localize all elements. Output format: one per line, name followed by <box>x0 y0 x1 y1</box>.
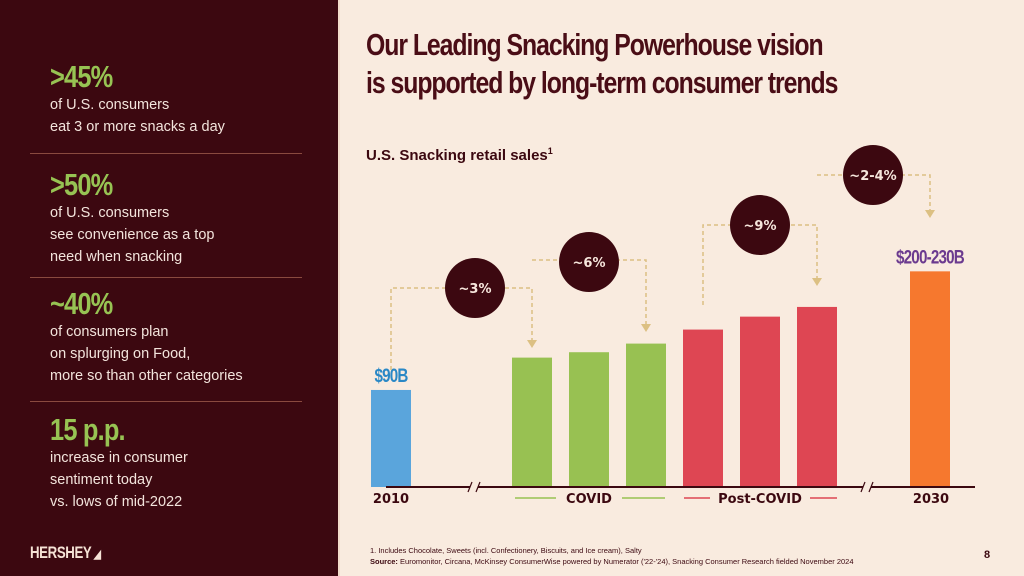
stat-value: 15 p.p. <box>50 412 126 447</box>
x-tick-label: 2030 <box>913 492 949 507</box>
bar-post-covid <box>683 329 723 487</box>
arrowhead-icon <box>925 210 935 218</box>
stat-desc-line: of consumers plan <box>50 324 169 340</box>
arrowhead-icon <box>812 278 822 286</box>
growth-bubble <box>730 195 790 255</box>
bar-value-label: $90B <box>374 364 408 386</box>
x-tick-label: COVID <box>566 492 612 507</box>
axis-break-mark <box>860 481 866 493</box>
divider <box>30 153 302 154</box>
stat-desc-line: sentiment today <box>50 472 153 488</box>
bar-covid <box>512 357 552 487</box>
page-title: Our Leading Snacking Powerhouse vision i… <box>366 26 838 102</box>
divider <box>30 401 302 402</box>
source-label: Source: <box>370 557 398 566</box>
growth-connector <box>390 287 533 370</box>
page-number: 8 <box>984 549 991 561</box>
stat-desc-line: of U.S. consumers <box>50 97 170 113</box>
footnote-1: 1. Includes Chocolate, Sweets (incl. Con… <box>370 546 642 555</box>
axis-break-mark <box>868 481 874 493</box>
growth-rate-label: ~9% <box>744 219 777 234</box>
stat-desc-line: on splurging on Food, <box>50 346 191 362</box>
hershey-logo: HERSHEY ◢ <box>30 543 101 563</box>
footnote-marker: 1 <box>547 146 553 156</box>
x-tick-label: Post-COVID <box>718 492 802 507</box>
axis-break-mark <box>475 481 481 493</box>
bar-post-covid <box>740 316 780 487</box>
stat-desc-line: eat 3 or more snacks a day <box>50 119 225 135</box>
source-line: Source: Euromonitor, Circana, McKinsey C… <box>370 556 854 567</box>
x-tick-label: 2010 <box>373 492 409 507</box>
stat-desc-line: more so than other categories <box>50 368 243 384</box>
chart-title: U.S. Snacking retail sales1 <box>366 146 553 164</box>
bar-post-covid <box>797 306 837 487</box>
stat-snacks-per-day: >45% of U.S. consumers eat 3 or more sna… <box>50 60 310 138</box>
arrowhead-icon <box>641 324 651 332</box>
stat-desc-line: need when snacking <box>50 249 183 265</box>
footnotes: 1. Includes Chocolate, Sweets (incl. Con… <box>370 545 854 567</box>
bar-2010 <box>371 389 411 487</box>
title-line-1: Our Leading Snacking Powerhouse vision <box>366 27 824 62</box>
growth-bubble <box>445 258 505 318</box>
stat-value: >50% <box>50 167 113 202</box>
bar-covid <box>569 352 609 487</box>
stat-value: ~40% <box>50 286 113 321</box>
axis-break-mark <box>467 481 473 493</box>
growth-bubble <box>843 145 903 205</box>
stat-desc-line: see convenience as a top <box>50 227 215 243</box>
stat-desc-line: increase in consumer <box>50 450 188 466</box>
kiss-icon: ◢ <box>93 547 101 561</box>
stats-sidebar: >45% of U.S. consumers eat 3 or more sna… <box>0 0 340 576</box>
bar-covid <box>626 343 666 487</box>
stat-sentiment: 15 p.p. increase in consumer sentiment t… <box>50 413 310 513</box>
chart-title-text: U.S. Snacking retail sales <box>366 147 548 164</box>
stat-splurging: ~40% of consumers plan on splurging on F… <box>50 287 310 387</box>
arrowhead-icon <box>527 340 537 348</box>
growth-bubble <box>559 232 619 292</box>
stat-convenience: >50% of U.S. consumers see convenience a… <box>50 168 310 268</box>
stat-value: >45% <box>50 59 113 94</box>
bar-2030 <box>910 271 950 487</box>
growth-rate-label: ~6% <box>573 256 606 271</box>
stat-desc-line: vs. lows of mid-2022 <box>50 494 183 510</box>
title-line-2: is supported by long-term consumer trend… <box>366 65 838 100</box>
source-text: Euromonitor, Circana, McKinsey ConsumerW… <box>397 557 854 566</box>
bar-value-label: $200-230B <box>896 246 964 268</box>
divider <box>30 277 302 278</box>
growth-rate-label: ~3% <box>459 282 492 297</box>
logo-text: HERSHEY <box>30 543 92 562</box>
stat-desc-line: of U.S. consumers <box>50 205 170 221</box>
growth-rate-label: ~2-4% <box>849 169 896 184</box>
